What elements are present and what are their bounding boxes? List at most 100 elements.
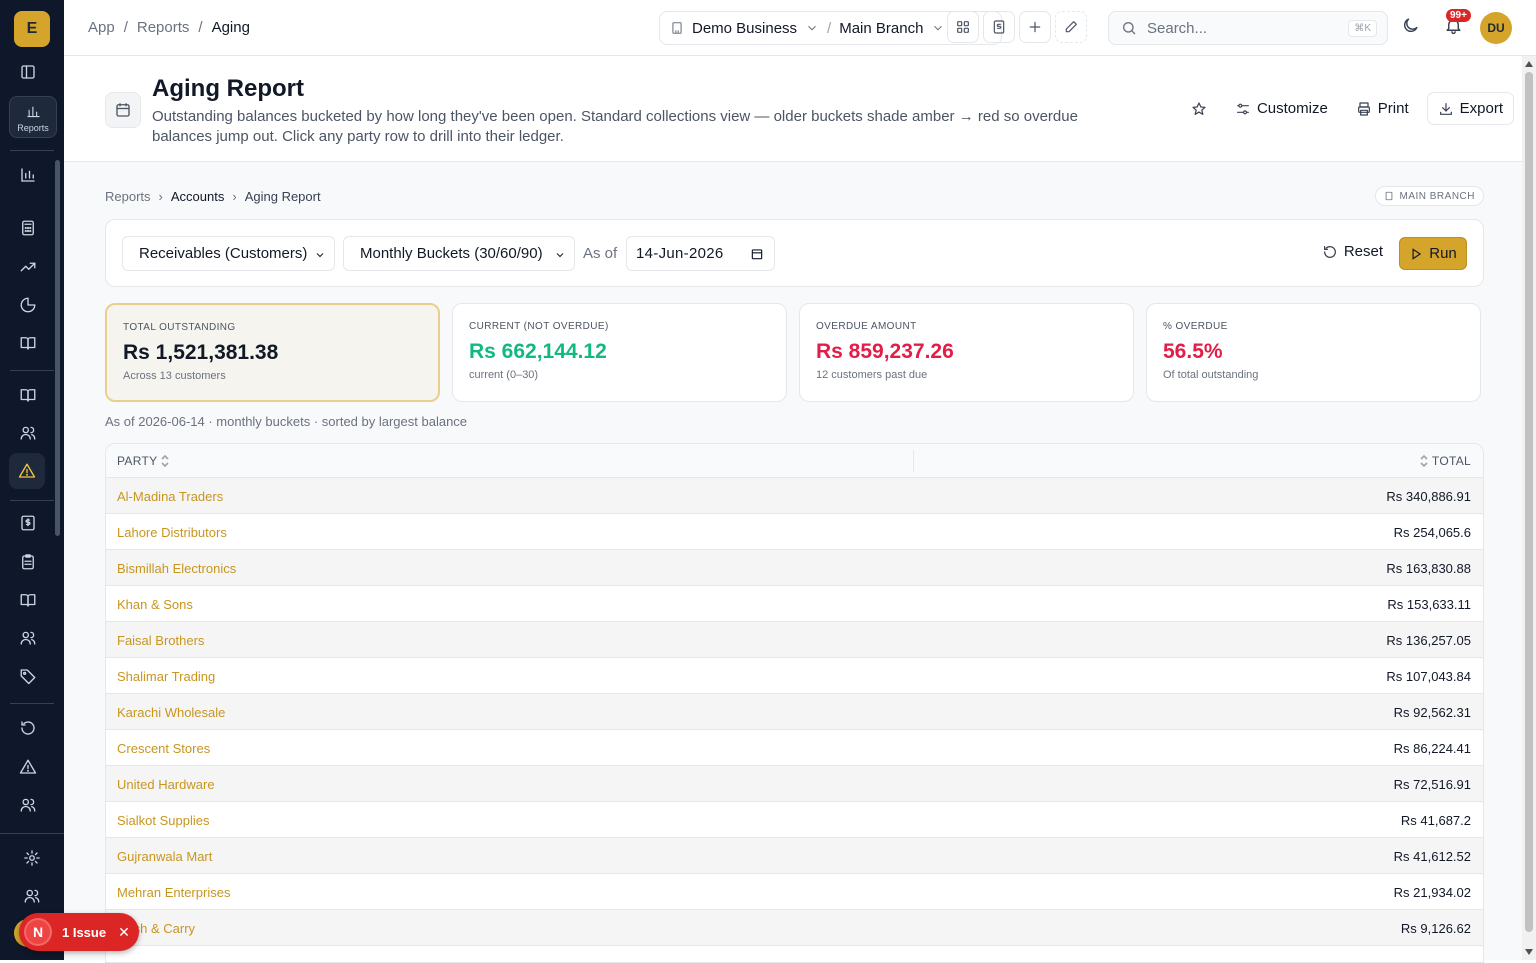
report-type-select[interactable]: Receivables (Customers) <box>122 236 335 271</box>
theme-toggle-button[interactable] <box>1401 16 1425 40</box>
row-total: Rs 92,562.31 <box>1394 705 1471 720</box>
page-title: Aging Report <box>152 75 304 103</box>
sidebar-item-analytics[interactable] <box>17 164 39 186</box>
sidebar-item-pie[interactable] <box>17 294 39 316</box>
bucket-select[interactable]: Monthly Buckets (30/60/90) <box>343 236 575 271</box>
run-label: Run <box>1429 245 1457 262</box>
search-input[interactable]: Search... ⌘K <box>1108 11 1388 45</box>
edit-button[interactable] <box>1055 11 1087 43</box>
total-column-header[interactable]: TOTAL <box>1420 454 1471 468</box>
sidebar-item-team[interactable] <box>17 794 39 816</box>
party-link[interactable]: Faisal Brothers <box>117 633 204 648</box>
as-of-date-input[interactable]: 14-Jun-2026 <box>626 236 775 271</box>
kpi-card-current[interactable]: CURRENT (NOT OVERDUE) Rs 662,144.12 curr… <box>452 303 787 402</box>
print-button[interactable]: Print <box>1346 92 1419 125</box>
sidebar-item-invoice[interactable] <box>17 512 39 534</box>
party-link[interactable]: Crescent Stores <box>117 741 210 756</box>
row-total: Rs 153,633.11 <box>1387 597 1471 612</box>
favorite-button[interactable] <box>1181 92 1217 125</box>
party-link[interactable]: Mehran Enterprises <box>117 885 230 900</box>
sidebar-item-ledger[interactable] <box>17 384 39 406</box>
sidebar-scrollbar[interactable] <box>55 160 60 536</box>
sidebar-toggle-icon[interactable] <box>17 61 39 83</box>
scroll-thumb[interactable] <box>1525 72 1533 932</box>
party-link[interactable]: Sialkot Supplies <box>117 813 210 828</box>
close-icon[interactable]: ✕ <box>118 924 130 941</box>
breadcrumb-reports[interactable]: Reports <box>137 19 190 36</box>
sidebar-item-history[interactable] <box>17 717 39 739</box>
party-link[interactable]: Al-Madina Traders <box>117 489 223 504</box>
customize-button[interactable]: Customize <box>1225 92 1338 125</box>
subcrumb-reports[interactable]: Reports <box>105 189 151 204</box>
add-button[interactable] <box>1019 11 1051 43</box>
party-column-header[interactable]: PARTY <box>117 454 169 468</box>
row-total: Rs 340,886.91 <box>1386 489 1471 504</box>
party-link[interactable]: Gujranwala Mart <box>117 849 212 864</box>
table-row[interactable]: Faisal Brothers Rs 136,257.05 <box>106 622 1483 658</box>
sidebar-item-tags[interactable] <box>17 665 39 687</box>
sidebar-item-book[interactable] <box>17 332 39 354</box>
party-link[interactable]: Bismillah Electronics <box>117 561 236 576</box>
building-icon <box>670 21 684 35</box>
party-link[interactable]: Lahore Distributors <box>117 525 227 540</box>
scroll-down-arrow[interactable] <box>1525 949 1533 955</box>
calendar-icon <box>750 247 764 261</box>
scroll-up-arrow[interactable] <box>1525 61 1533 67</box>
table-row[interactable]: Al-Madina Traders Rs 340,886.91 <box>106 478 1483 514</box>
kpi-card-total[interactable]: TOTAL OUTSTANDING Rs 1,521,381.38 Across… <box>105 303 440 402</box>
kpi-label: CURRENT (NOT OVERDUE) <box>469 321 770 332</box>
party-link[interactable]: Karachi Wholesale <box>117 705 225 720</box>
branch-name: Main Branch <box>839 20 923 37</box>
breadcrumb-sep: / <box>198 19 202 36</box>
sidebar-item-users[interactable] <box>17 422 39 444</box>
subcrumb-accounts[interactable]: Accounts <box>171 189 224 204</box>
sidebar-item-customers[interactable] <box>17 627 39 649</box>
sidebar-item-calculator[interactable] <box>17 217 39 239</box>
row-total: Rs 163,830.88 <box>1386 561 1471 576</box>
customize-label: Customize <box>1257 100 1328 117</box>
app-logo[interactable]: E <box>14 11 50 47</box>
invoice-button[interactable] <box>983 11 1015 43</box>
kpi-card-percent-overdue[interactable]: % OVERDUE 56.5% Of total outstanding <box>1146 303 1481 402</box>
row-total: Rs 86,224.41 <box>1394 741 1471 756</box>
breadcrumb-app[interactable]: App <box>88 19 115 36</box>
sidebar-item-trends[interactable] <box>17 256 39 278</box>
moon-icon <box>1401 16 1420 35</box>
table-row[interactable]: Karachi Wholesale Rs 92,562.31 <box>106 694 1483 730</box>
sidebar-item-alerts[interactable] <box>17 756 39 778</box>
table-row[interactable]: Khan & Sons Rs 153,633.11 <box>106 586 1483 622</box>
selector-separator: / <box>827 20 831 37</box>
sidebar-item-label: Reports <box>10 123 56 133</box>
sidebar-item-clipboard[interactable] <box>17 551 39 573</box>
table-row[interactable]: Bismillah Electronics Rs 163,830.88 <box>106 550 1483 586</box>
reset-button[interactable]: Reset <box>1322 243 1383 260</box>
page-scrollbar[interactable] <box>1522 56 1536 960</box>
sidebar-item-aging[interactable] <box>9 453 45 489</box>
sidebar-item-journal[interactable] <box>17 589 39 611</box>
pencil-icon <box>1063 19 1079 35</box>
sidebar-item-reports[interactable]: Reports <box>9 96 57 138</box>
run-button[interactable]: Run <box>1399 237 1467 270</box>
grid-button[interactable] <box>947 11 979 43</box>
party-link[interactable]: Shalimar Trading <box>117 669 215 684</box>
sidebar-item-accounts[interactable] <box>21 885 43 907</box>
kpi-card-overdue[interactable]: OVERDUE AMOUNT Rs 859,237.26 12 customer… <box>799 303 1134 402</box>
search-shortcut: ⌘K <box>1348 20 1377 37</box>
issues-badge[interactable]: N 1 Issue ✕ <box>19 913 139 951</box>
subcrumb-current: Aging Report <box>245 189 321 204</box>
chevron-down-icon <box>554 249 566 261</box>
row-total: Rs 136,257.05 <box>1386 633 1471 648</box>
table-row[interactable]: Crescent Stores Rs 86,224.41 <box>106 730 1483 766</box>
party-link[interactable]: United Hardware <box>117 777 215 792</box>
party-link[interactable]: Khan & Sons <box>117 597 193 612</box>
export-button[interactable]: Export <box>1427 92 1514 125</box>
settings-gear-icon[interactable] <box>21 847 43 869</box>
avatar[interactable]: DU <box>1480 12 1512 44</box>
